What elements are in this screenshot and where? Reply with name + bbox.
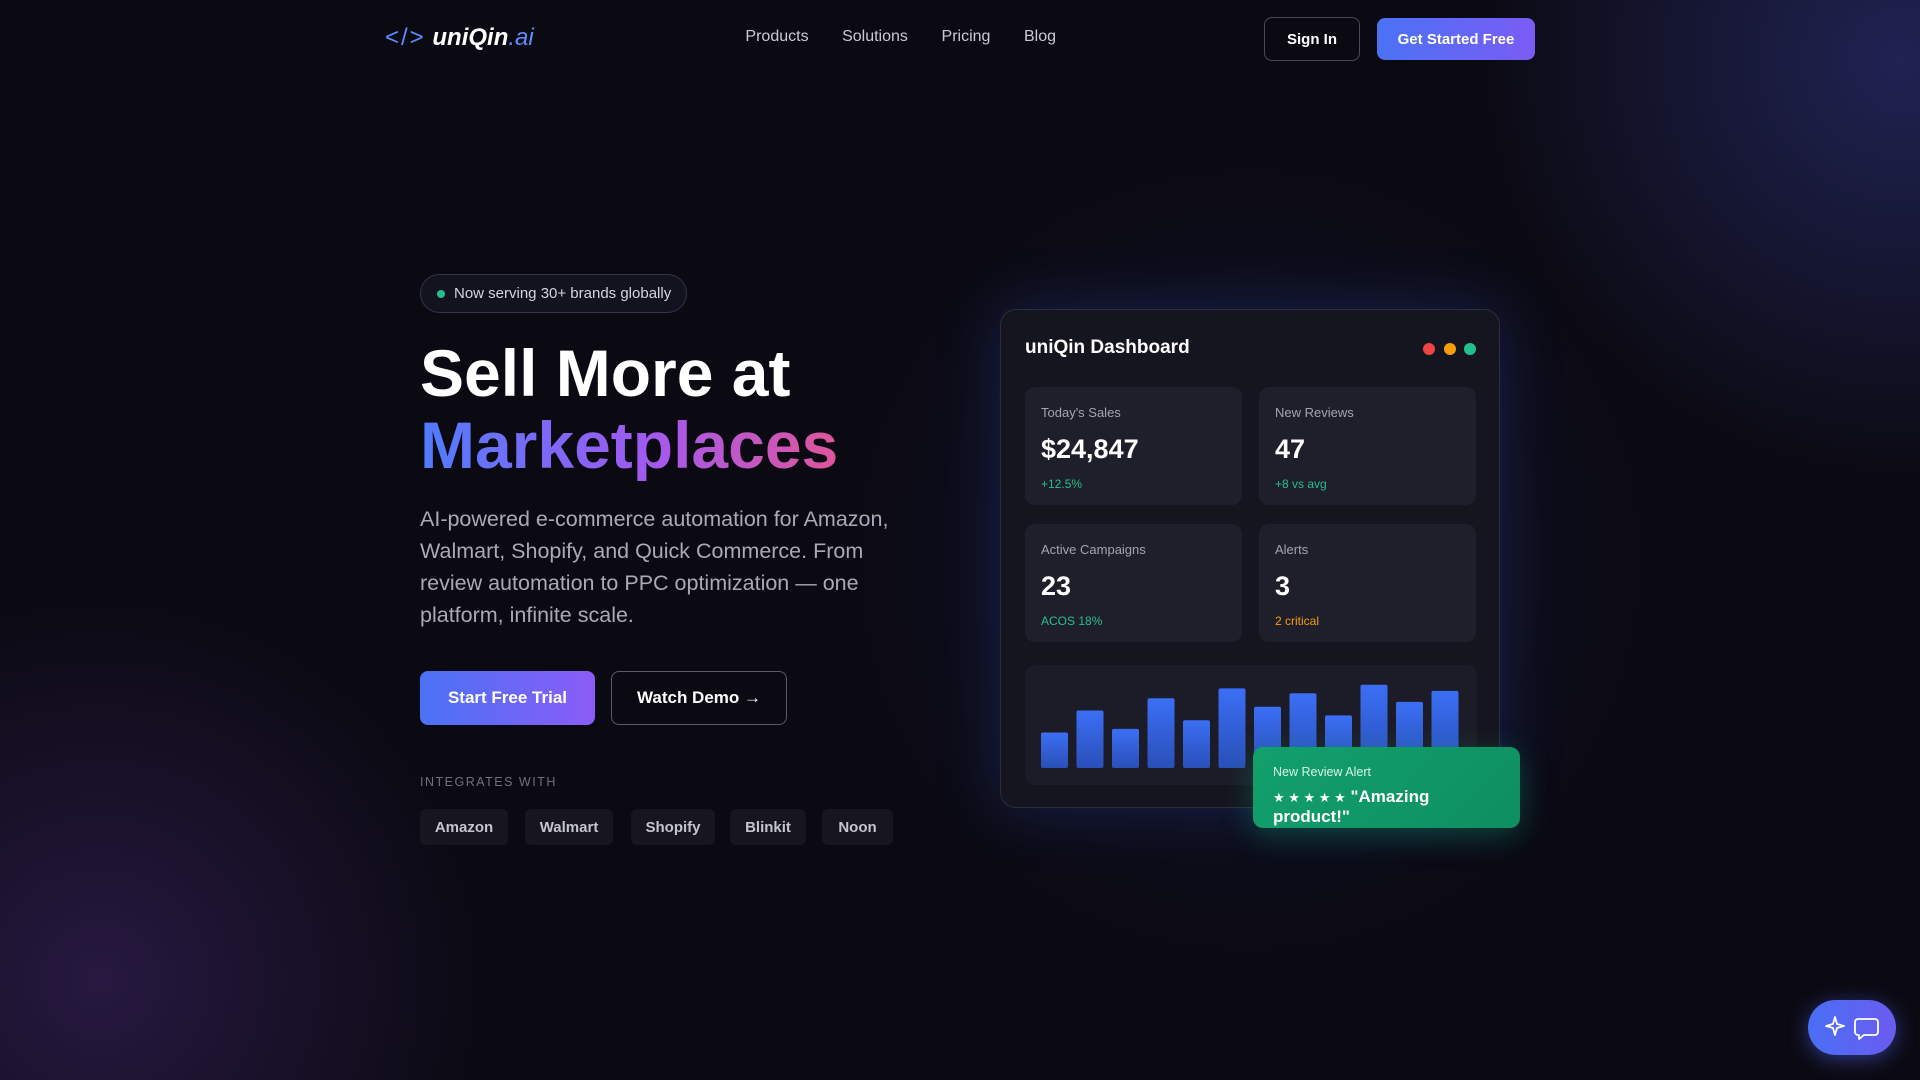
sign-in-button[interactable]: Sign In — [1264, 17, 1360, 61]
badge: Now serving 30+ brands globally — [420, 274, 687, 313]
logo-icon: </> — [385, 24, 426, 51]
stat-card: Today's Sales $24,847 +12.5% — [1025, 387, 1242, 505]
alert-quote: "Amazing product!" — [1273, 787, 1430, 826]
get-started-button[interactable]: Get Started Free — [1377, 18, 1535, 60]
stat-label: Active Campaigns — [1041, 542, 1146, 557]
alert-stars: ★ ★ ★ ★ ★ — [1273, 790, 1346, 805]
logo-suffix: .ai — [508, 24, 534, 51]
integration-chip: Noon — [822, 809, 893, 845]
stat-note: +8 vs avg — [1275, 477, 1327, 491]
logo[interactable]: </> uniQin.ai — [385, 24, 534, 52]
dashboard-title: uniQin Dashboard — [1025, 337, 1190, 358]
start-trial-button[interactable]: Start Free Trial — [420, 671, 595, 725]
stat-card: Alerts 3 2 critical — [1259, 524, 1476, 642]
stat-value: 23 — [1041, 571, 1072, 601]
hero-title-line: Sell More at — [420, 336, 791, 410]
chat-button[interactable] — [1808, 1000, 1896, 1055]
integration-chip: Walmart — [525, 809, 613, 845]
bar — [1183, 720, 1210, 768]
stat-card: New Reviews 47 +8 vs avg — [1259, 387, 1476, 505]
stat-note: 2 critical — [1275, 614, 1320, 628]
bar — [1147, 698, 1175, 768]
hero-title: Sell More at Marketplaces — [420, 337, 838, 481]
integration-chip: Shopify — [631, 809, 715, 845]
watch-demo-button[interactable]: Watch Demo → — [611, 671, 787, 725]
stat-value: $24,847 — [1041, 434, 1139, 464]
sparkle-icon — [1825, 1016, 1845, 1036]
chat-icon — [1854, 1018, 1879, 1040]
badge-text: Now serving 30+ brands globally — [454, 285, 672, 302]
hero-description: AI-powered e-commerce automation for Ama… — [420, 507, 889, 627]
stat-value: 3 — [1275, 571, 1291, 601]
bar — [1041, 732, 1068, 768]
nav-link[interactable]: Pricing — [941, 28, 991, 45]
bar — [1112, 728, 1139, 768]
integration-chip: Blinkit — [730, 809, 806, 845]
integration-chip: Amazon — [420, 809, 508, 845]
alert-body: ★ ★ ★ ★ ★ "Amazing product!" — [1273, 787, 1500, 827]
stat-note: +12.5% — [1041, 477, 1083, 491]
mini-chart — [1025, 665, 1477, 785]
badge-dot — [437, 290, 445, 298]
nav-link[interactable]: Solutions — [842, 28, 908, 45]
window-dot — [1444, 343, 1456, 355]
stat-label: Today's Sales — [1041, 405, 1121, 420]
stat-value: 47 — [1275, 434, 1306, 464]
chat-icons — [1825, 1016, 1879, 1040]
review-alert: New Review Alert ★ ★ ★ ★ ★ "Amazing prod… — [1253, 747, 1520, 828]
window-dot — [1423, 343, 1435, 355]
integrates-label: INTEGRATES WITH — [420, 775, 557, 789]
window-dot — [1464, 343, 1476, 355]
bar — [1218, 688, 1246, 768]
logo-name: uniQin — [432, 24, 509, 51]
bar — [1076, 710, 1104, 768]
alert-title: New Review Alert — [1273, 765, 1371, 779]
nav-link[interactable]: Blog — [1023, 28, 1057, 45]
stat-card: Active Campaigns 23 ACOS 18% — [1025, 524, 1242, 642]
stat-label: New Reviews — [1275, 405, 1354, 420]
hero-title-gradient: Marketplaces — [420, 408, 839, 482]
stat-note: ACOS 18% — [1041, 614, 1103, 628]
dashboard-card: uniQin Dashboard Today's Sales $24,847 +… — [1000, 309, 1500, 808]
nav-link[interactable]: Products — [745, 28, 809, 45]
stat-label: Alerts — [1275, 542, 1309, 557]
